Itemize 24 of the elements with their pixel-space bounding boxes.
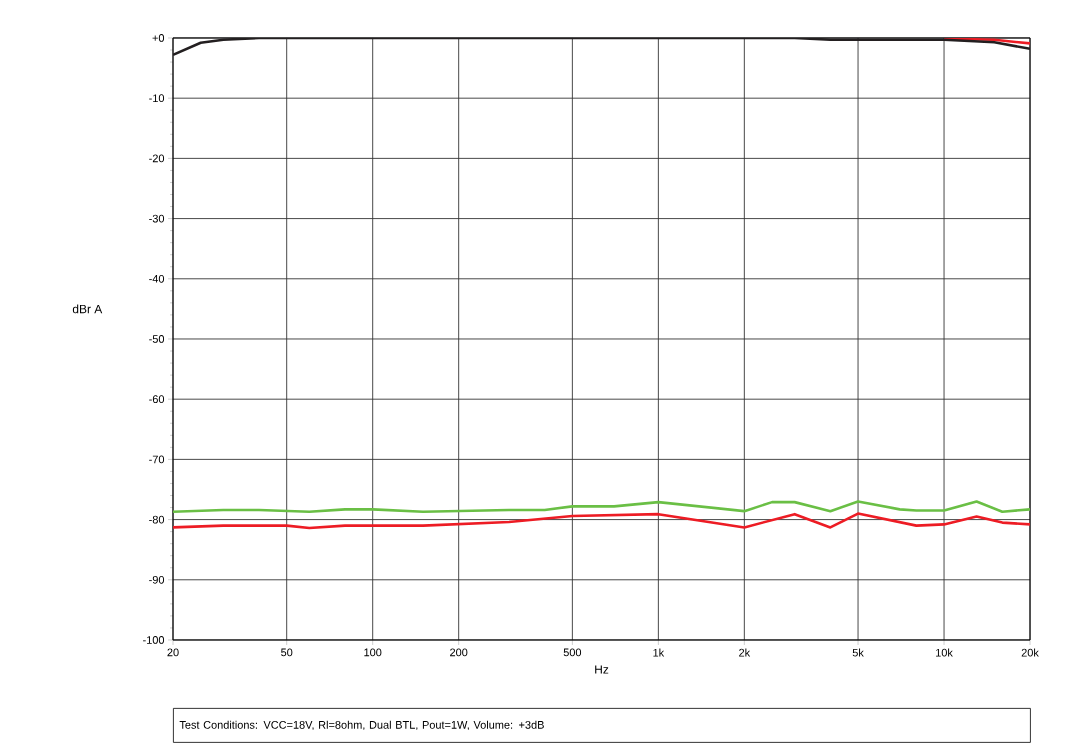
- x-tick-label: 1k: [653, 648, 665, 657]
- y-tick-label: -90: [149, 575, 165, 584]
- y-axis-title: dBr A: [72, 304, 103, 314]
- x-tick-label: 20k: [1021, 648, 1039, 657]
- y-tick-label: -20: [149, 154, 165, 163]
- x-tick-label: 10k: [936, 648, 953, 657]
- y-tick-label: +0: [152, 34, 165, 42]
- x-tick-label: 200: [450, 648, 468, 657]
- x-tick-label: 5k: [852, 648, 864, 657]
- y-tick-label: -70: [149, 455, 165, 464]
- y-tick-label: -10: [149, 94, 165, 103]
- y-tick-label: -50: [149, 335, 165, 343]
- x-tick-label: 20: [167, 648, 179, 657]
- text: Test Conditions: VCC=18V, Rl=8ohm, Dual BTL, Pout=1W, Volume: +3dB: [179, 720, 544, 731]
- x-tick-label: 500: [563, 648, 582, 657]
- x-tick-label: 100: [364, 648, 382, 657]
- y-tick-label: -30: [149, 214, 165, 223]
- y-tick-label: -100: [143, 636, 165, 644]
- x-tick-label: 2k: [739, 648, 751, 657]
- y-tick-label: -40: [149, 274, 165, 283]
- x-tick-label: 50: [281, 648, 293, 657]
- x-axis-title: Hz: [595, 665, 609, 674]
- y-tick-label: -80: [149, 515, 165, 524]
- y-tick-label: -60: [149, 395, 165, 404]
